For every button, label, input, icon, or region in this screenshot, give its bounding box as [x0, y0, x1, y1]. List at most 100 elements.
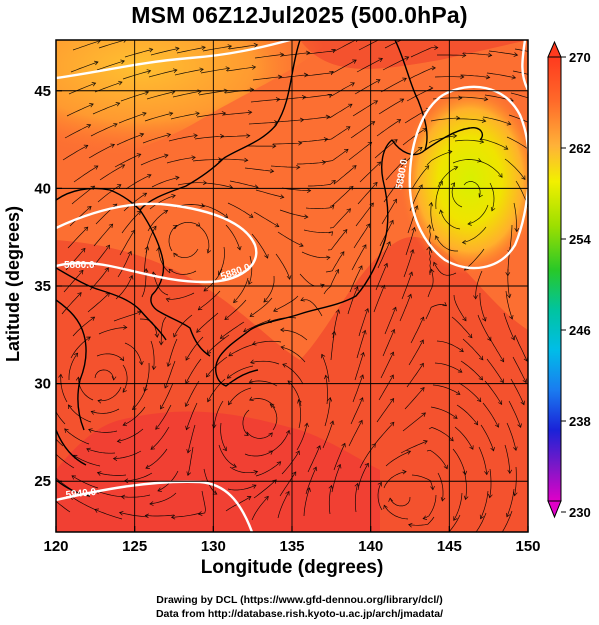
- streamline: [506, 488, 515, 517]
- streamline: [185, 358, 202, 384]
- streamline: [354, 483, 359, 513]
- streamline-arrowhead: [185, 356, 190, 361]
- streamline-arrowhead: [193, 133, 198, 139]
- streamline-arrowhead: [422, 515, 428, 520]
- streamline-arrowhead: [362, 244, 367, 249]
- streamline-arrowhead: [108, 223, 114, 229]
- streamline-arrowhead: [401, 158, 407, 163]
- streamline: [199, 226, 210, 254]
- streamline-arrowhead: [158, 341, 164, 346]
- streamline-arrowhead: [397, 178, 402, 183]
- streamline: [411, 165, 430, 190]
- streamline-arrowhead: [419, 362, 424, 368]
- streamline: [263, 275, 275, 303]
- streamline: [96, 353, 124, 361]
- streamline-arrowhead: [88, 428, 93, 433]
- streamline-arrowhead: [513, 446, 518, 451]
- streamline-arrowhead: [110, 143, 116, 148]
- streamline-arrowhead: [376, 161, 382, 166]
- streamline: [454, 426, 474, 450]
- streamline: [200, 67, 230, 74]
- streamline: [478, 446, 488, 475]
- streamline-arrowhead: [420, 316, 425, 322]
- streamline-arrowhead: [377, 481, 382, 487]
- streamline: [185, 380, 200, 407]
- streamline-arrowhead: [264, 254, 269, 259]
- streamline-arrowhead: [144, 245, 150, 251]
- streamline-arrowhead: [249, 312, 255, 317]
- streamline: [333, 443, 346, 471]
- streamline: [160, 316, 167, 345]
- streamline-arrowhead: [142, 111, 147, 117]
- streamline: [65, 248, 86, 271]
- streamline: [233, 277, 249, 303]
- streamline: [251, 233, 269, 259]
- streamline: [171, 512, 201, 518]
- streamline-arrowhead: [503, 145, 509, 150]
- x-tick-label: 120: [43, 538, 68, 555]
- streamline-arrowhead: [307, 188, 312, 193]
- streamline: [308, 180, 336, 187]
- streamline-arrowhead: [434, 235, 440, 240]
- streamline-arrowhead: [282, 363, 287, 368]
- streamline: [122, 406, 146, 426]
- streamline: [69, 206, 92, 227]
- streamline: [279, 209, 308, 218]
- streamline-arrowhead: [48, 494, 52, 498]
- streamline: [430, 202, 435, 232]
- streamline: [121, 494, 151, 498]
- streamline: [326, 103, 353, 119]
- streamline-arrowhead: [476, 397, 482, 403]
- streamline: [460, 74, 490, 78]
- colorbar-tick-label: 254: [569, 232, 591, 247]
- streamline-arrowhead: [423, 440, 428, 445]
- streamline: [488, 50, 518, 56]
- streamline-arrowhead: [94, 60, 99, 66]
- streamline: [322, 149, 349, 163]
- geopotential-contours: [56, 40, 528, 532]
- streamline: [73, 165, 99, 183]
- streamline-arrowhead: [83, 144, 89, 149]
- streamline: [142, 134, 171, 144]
- streamline: [174, 68, 204, 76]
- streamline: [385, 158, 406, 181]
- streamline-arrowhead: [462, 53, 467, 58]
- streamline-arrowhead: [487, 493, 493, 499]
- streamline: [330, 331, 335, 361]
- streamline: [170, 112, 200, 120]
- streamline-arrowhead: [479, 139, 485, 144]
- streamline-arrowhead: [139, 132, 145, 138]
- streamline: [95, 490, 125, 498]
- streamline-arrowhead: [150, 445, 156, 450]
- streamline: [331, 464, 341, 493]
- streamline: [269, 403, 278, 431]
- streamline: [124, 342, 143, 365]
- streamline: [426, 449, 448, 469]
- streamline-arrowhead: [286, 275, 292, 280]
- colorbar-tick-label: 246: [569, 323, 591, 338]
- streamline-arrowhead: [83, 226, 89, 232]
- streamline: [462, 52, 492, 56]
- streamline-arrowhead: [285, 429, 291, 435]
- streamline-arrowhead: [373, 100, 379, 105]
- streamline: [63, 270, 84, 293]
- streamline: [143, 362, 150, 392]
- streamline-arrowhead: [418, 184, 423, 189]
- streamline: [173, 248, 199, 259]
- streamline: [213, 400, 224, 429]
- streamline: [150, 47, 180, 56]
- streamline-arrowhead: [352, 165, 357, 170]
- streamline-arrowhead: [424, 165, 430, 170]
- streamline-arrowhead: [222, 446, 227, 452]
- streamline: [220, 422, 227, 451]
- streamline-arrowhead: [327, 397, 333, 402]
- streamline: [307, 445, 321, 473]
- streamline-arrowhead: [388, 497, 393, 502]
- streamline-arrowhead: [407, 293, 412, 299]
- streamline-arrowhead: [195, 222, 201, 227]
- streamline-arrowhead: [273, 307, 278, 312]
- streamline-arrowhead: [449, 436, 454, 442]
- streamline: [122, 364, 128, 393]
- streamline-arrowhead: [120, 164, 126, 169]
- streamline: [478, 160, 503, 178]
